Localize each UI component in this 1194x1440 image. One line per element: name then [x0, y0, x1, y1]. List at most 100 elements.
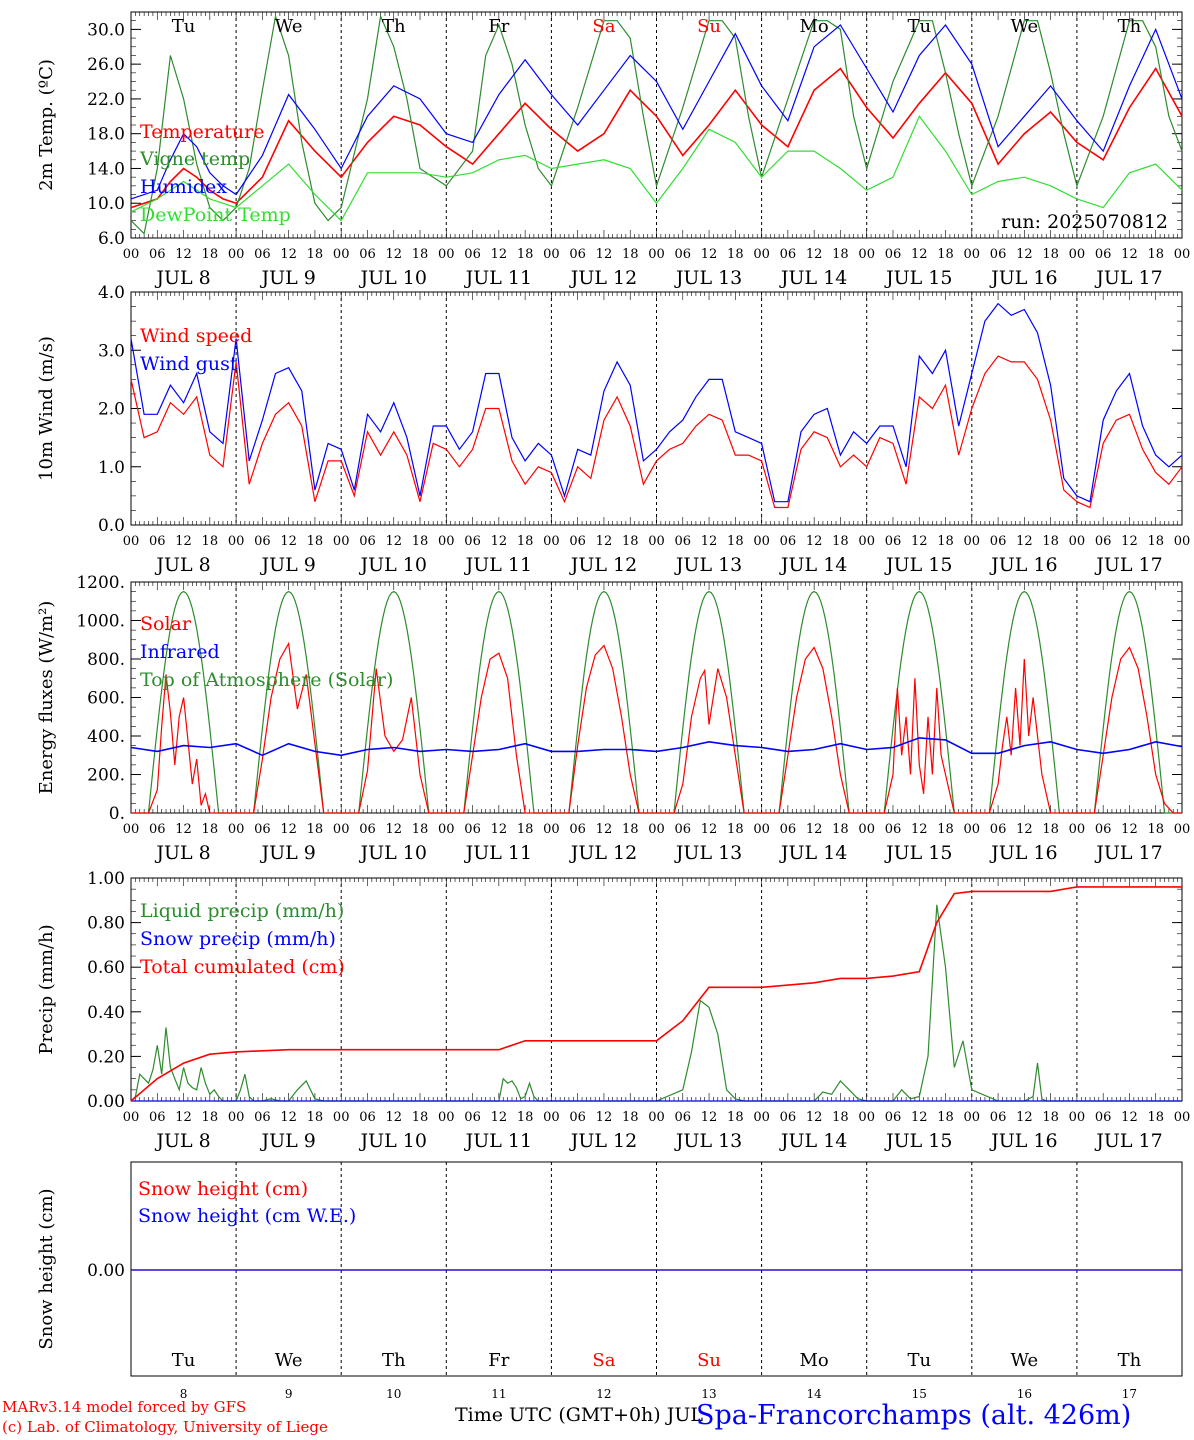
x-hour-label: 00 — [964, 247, 981, 262]
y-tick-label: 400. — [87, 727, 125, 747]
x-hour-label: 00 — [1069, 247, 1086, 262]
x-date-label: JUL 13 — [674, 1130, 742, 1152]
x-date-label: JUL 10 — [359, 554, 427, 576]
x-hour-label: 12 — [491, 534, 508, 549]
x-hour-label: 18 — [622, 822, 639, 837]
x-hour-label: 12 — [701, 822, 718, 837]
x-hour-label: 12 — [596, 1110, 613, 1125]
x-hour-label: 18 — [1147, 1110, 1164, 1125]
x-hour-label: 12 — [175, 1110, 192, 1125]
x-date-label: JUL 16 — [989, 267, 1057, 289]
x-hour-label: 12 — [491, 1110, 508, 1125]
x-hour-label: 00 — [438, 247, 455, 262]
x-hour-label: 06 — [149, 822, 166, 837]
x-hour-label: 06 — [885, 822, 902, 837]
day-number-label: 9 — [285, 1387, 293, 1401]
x-date-label: JUL 17 — [1094, 842, 1162, 864]
y-tick-label: 4.0 — [98, 283, 125, 303]
legend-entry: Total cumulated (cm) — [140, 956, 345, 978]
x-hour-label: 00 — [1069, 1110, 1086, 1125]
y-tick-label: 1.0 — [98, 458, 125, 478]
legend-entry: Snow precip (mm/h) — [140, 928, 336, 950]
y-tick-label: 2.0 — [98, 400, 125, 420]
series-line-dewpoint-temp — [130, 115, 1183, 222]
x-hour-label: 06 — [885, 247, 902, 262]
x-date-label: JUL 14 — [779, 554, 847, 576]
x-date-label: JUL 8 — [154, 554, 210, 576]
x-hour-label: 12 — [280, 534, 297, 549]
x-hour-label: 18 — [727, 822, 744, 837]
x-hour-label: 00 — [438, 1110, 455, 1125]
x-date-label: JUL 15 — [884, 842, 952, 864]
y-tick-label: 0.40 — [87, 1003, 125, 1023]
x-hour-label: 18 — [307, 822, 324, 837]
x-hour-label: 06 — [675, 822, 692, 837]
x-hour-label: 06 — [990, 1110, 1007, 1125]
day-number-label: 16 — [1017, 1387, 1032, 1401]
weekday-label: Th — [382, 1350, 406, 1371]
weekday-label: Tu — [172, 16, 196, 37]
panel-3: 0. 200. 400. 600. 800. 1000. 1200. Energy fluxe… — [36, 573, 1190, 864]
x-hour-label: 00 — [228, 822, 245, 837]
legend-entry: Solar — [140, 613, 192, 635]
x-date-label: JUL 12 — [569, 267, 637, 289]
y-axis-label: Energy fluxes (W/m²) — [36, 601, 57, 795]
x-hour-label: 06 — [569, 247, 586, 262]
x-hour-label: 12 — [701, 247, 718, 262]
x-hour-label: 06 — [149, 247, 166, 262]
x-hour-label: 18 — [1147, 247, 1164, 262]
y-tick-label: 18.0 — [87, 125, 125, 145]
x-hour-label: 06 — [464, 1110, 481, 1125]
x-hour-label: 00 — [543, 247, 560, 262]
x-hour-label: 00 — [333, 822, 350, 837]
x-hour-label: 18 — [412, 534, 429, 549]
x-hour-label: 00 — [228, 534, 245, 549]
x-hour-label: 00 — [1069, 822, 1086, 837]
x-hour-label: 18 — [1147, 534, 1164, 549]
x-hour-label: 06 — [990, 822, 1007, 837]
x-hour-label: 06 — [675, 247, 692, 262]
y-tick-label: 0.0 — [98, 516, 125, 536]
x-date-label: JUL 12 — [569, 842, 637, 864]
weekday-label: Th — [1118, 16, 1142, 37]
y-tick-label: 600. — [87, 689, 125, 709]
x-hour-label: 06 — [359, 247, 376, 262]
y-tick-label: 800. — [87, 650, 125, 670]
x-date-label: JUL 16 — [989, 842, 1057, 864]
x-hour-label: 06 — [254, 247, 271, 262]
x-date-label: JUL 13 — [674, 842, 742, 864]
x-hour-label: 12 — [911, 534, 928, 549]
x-hour-label: 06 — [675, 1110, 692, 1125]
x-hour-label: 12 — [280, 247, 297, 262]
x-hour-label: 18 — [412, 822, 429, 837]
x-date-label: JUL 15 — [884, 554, 952, 576]
x-hour-label: 18 — [307, 1110, 324, 1125]
series-line-infrared — [130, 737, 1183, 757]
x-hour-label: 06 — [885, 1110, 902, 1125]
x-hour-label: 06 — [149, 1110, 166, 1125]
weekday-label: We — [275, 16, 303, 37]
x-date-label: JUL 10 — [359, 1130, 427, 1152]
x-hour-label: 18 — [727, 247, 744, 262]
x-hour-label: 18 — [727, 1110, 744, 1125]
x-hour-label: 06 — [885, 534, 902, 549]
weekday-label: Mo — [800, 1350, 829, 1371]
y-tick-label: 3.0 — [98, 341, 125, 361]
x-hour-label: 06 — [359, 534, 376, 549]
y-tick-label: 22.0 — [87, 90, 125, 110]
x-hour-label: 18 — [832, 534, 849, 549]
x-hour-label: 00 — [1174, 247, 1191, 262]
x-hour-label: 06 — [780, 247, 797, 262]
x-date-label: JUL 11 — [464, 267, 532, 289]
weekday-label: Tu — [907, 1350, 931, 1371]
legend-entry: Infrared — [140, 641, 220, 663]
x-hour-label: 12 — [385, 534, 402, 549]
y-tick-label: 0.60 — [87, 958, 125, 978]
x-hour-label: 18 — [202, 247, 219, 262]
x-hour-label: 06 — [780, 534, 797, 549]
x-hour-label: 12 — [1121, 534, 1138, 549]
weekday-label: Sa — [592, 16, 615, 37]
x-hour-label: 00 — [1174, 822, 1191, 837]
lab-credit: (c) Lab. of Climatology, University of L… — [2, 1418, 328, 1436]
x-hour-label: 00 — [648, 822, 665, 837]
